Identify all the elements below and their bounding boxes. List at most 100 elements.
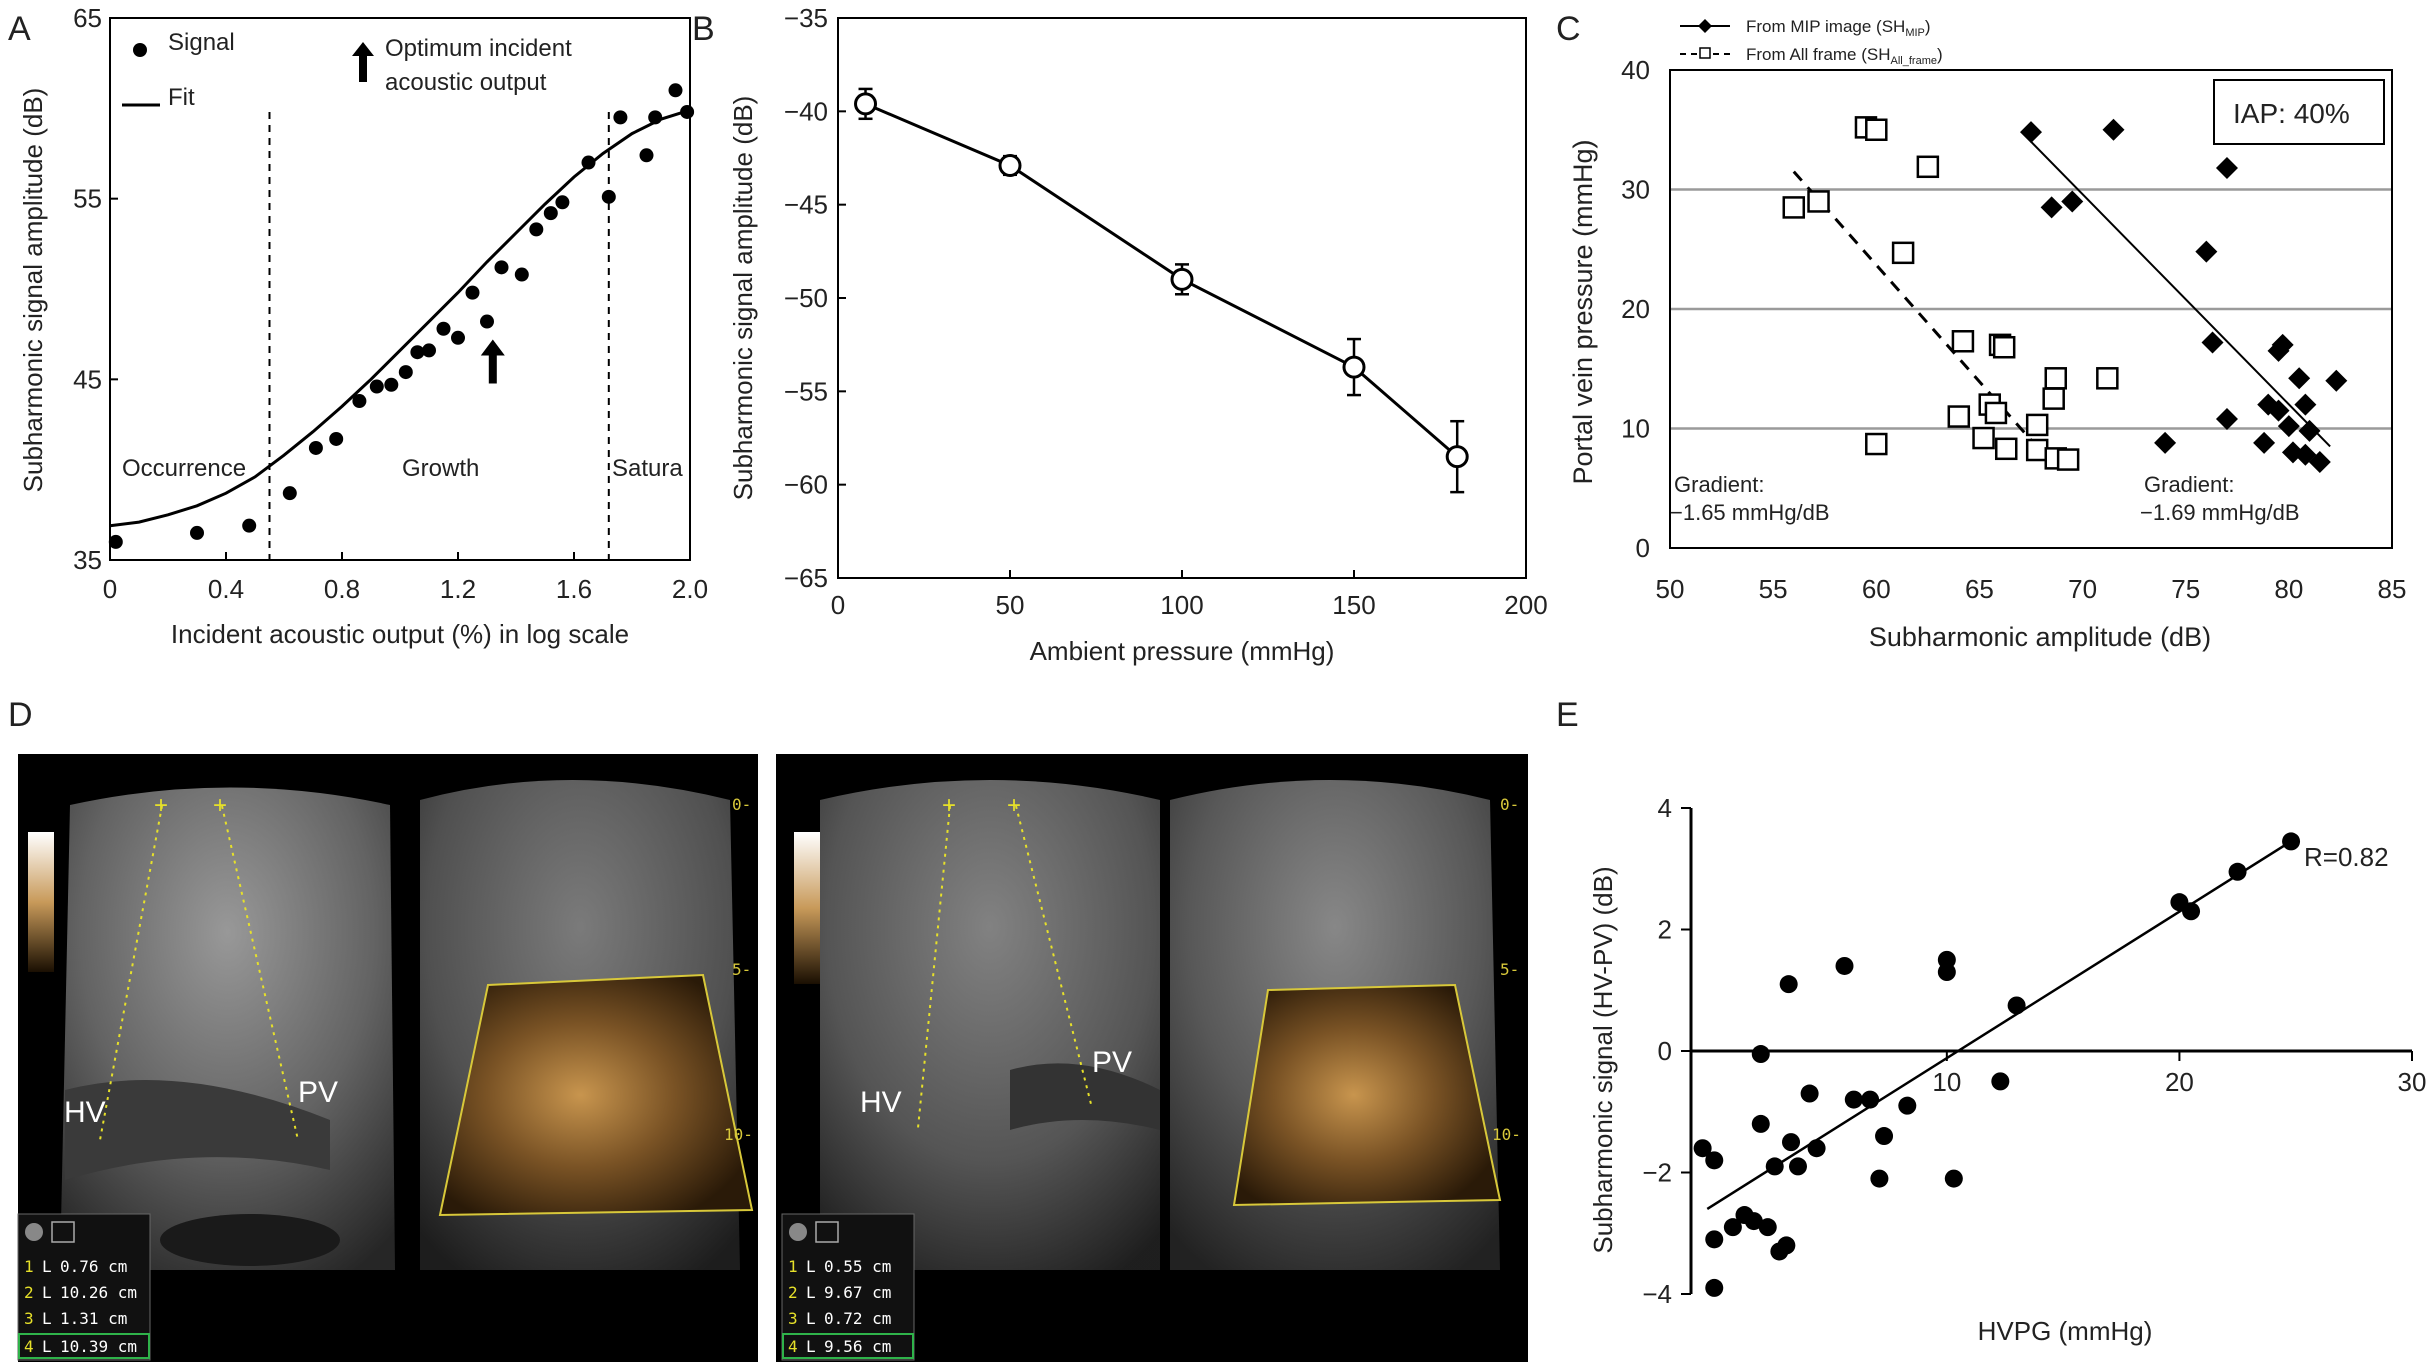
data-point bbox=[543, 206, 558, 221]
y-tick-label: 20 bbox=[1621, 294, 1650, 324]
data-point bbox=[1800, 1084, 1819, 1103]
data-point bbox=[581, 155, 596, 170]
scanner-icon bbox=[815, 1221, 839, 1243]
diamond-point bbox=[2102, 118, 2125, 141]
square-point bbox=[1951, 330, 1975, 353]
svg-text:9.56 cm: 9.56 cm bbox=[824, 1337, 891, 1356]
plot-frame bbox=[1669, 69, 2393, 549]
panel-label: A bbox=[8, 10, 31, 48]
square-point bbox=[1972, 426, 1995, 450]
square-point bbox=[1916, 155, 1940, 179]
pv-label: PV bbox=[1092, 1046, 1132, 1079]
y-tick-label: −35 bbox=[784, 3, 828, 33]
x-tick-label: 1.2 bbox=[440, 574, 476, 604]
optimum-label-line1: Optimum incident bbox=[385, 35, 572, 62]
data-point bbox=[1898, 1096, 1917, 1115]
svg-text:1: 1 bbox=[788, 1257, 798, 1276]
x-axis-title: Subharmonic amplitude (dB) bbox=[1869, 622, 2211, 652]
data-point bbox=[352, 394, 367, 409]
plot-frame bbox=[109, 17, 691, 561]
svg-text:+: + bbox=[154, 792, 168, 819]
square-point bbox=[2096, 367, 2119, 390]
data-point bbox=[1835, 956, 1854, 975]
svg-text:3: 3 bbox=[24, 1309, 34, 1328]
panel-d: D + + HV PV 0- 5- 10- 1 bbox=[8, 696, 1528, 1362]
optimum-arrow-icon bbox=[352, 42, 374, 82]
y-tick-label: −55 bbox=[784, 376, 828, 406]
colorbar bbox=[794, 832, 820, 984]
gradient-right-title: Gradient: bbox=[2144, 472, 2235, 497]
legend-square-icon bbox=[1699, 47, 1711, 59]
data-point bbox=[1705, 1230, 1724, 1249]
data-point bbox=[1170, 267, 1194, 291]
data-points bbox=[1782, 116, 2348, 473]
y-tick-label: −2 bbox=[1642, 1158, 1672, 1188]
legend-dot-icon bbox=[133, 43, 147, 57]
diamond-point bbox=[2308, 450, 2331, 473]
data-point bbox=[242, 518, 257, 533]
square-point bbox=[2025, 438, 2049, 462]
diamond-point bbox=[2195, 240, 2218, 263]
data-point bbox=[1751, 1045, 1770, 1064]
data-point bbox=[1751, 1114, 1770, 1133]
svg-text:4: 4 bbox=[788, 1337, 798, 1356]
x-tick-label: 0 bbox=[831, 590, 845, 620]
x-tick-label: 150 bbox=[1332, 590, 1375, 620]
y-tick-label: −50 bbox=[784, 283, 828, 313]
data-point bbox=[1875, 1127, 1894, 1146]
record-icon bbox=[789, 1223, 807, 1241]
legend-signal-label: Signal bbox=[168, 29, 235, 56]
fit-line-allframe bbox=[1792, 170, 2059, 472]
panel-c: C 50 55 60 65 70 75 80 85 0 10 20 30 40 From MIP ima… bbox=[1556, 10, 2406, 652]
x-tick-label: 100 bbox=[1160, 590, 1203, 620]
diamond-point bbox=[2294, 393, 2317, 416]
depth-label-10: 10- bbox=[1492, 1125, 1521, 1144]
hv-label: HV bbox=[64, 1096, 106, 1129]
fit-line bbox=[1706, 837, 2297, 1211]
data-point bbox=[555, 195, 570, 210]
diamond-point bbox=[2215, 156, 2238, 179]
diamond-point bbox=[2271, 333, 2294, 356]
depth-label-0: 0- bbox=[732, 795, 751, 814]
record-icon bbox=[25, 1223, 43, 1241]
svg-text:3: 3 bbox=[788, 1309, 798, 1328]
diamond-point bbox=[2253, 431, 2276, 454]
data-point bbox=[1705, 1151, 1724, 1170]
data-point bbox=[436, 321, 451, 336]
svg-text:0.72 cm: 0.72 cm bbox=[824, 1309, 891, 1328]
svg-text:1.31 cm: 1.31 cm bbox=[60, 1309, 127, 1328]
data-point bbox=[1991, 1072, 2010, 1091]
x-tick-label: 10 bbox=[1932, 1067, 1961, 1097]
data-point bbox=[2182, 902, 2201, 921]
square-point bbox=[1947, 405, 1971, 428]
diamond-point bbox=[2040, 196, 2063, 219]
x-tick-label: 0.8 bbox=[324, 574, 360, 604]
y-tick-label: −65 bbox=[784, 563, 828, 593]
y-tick-label: −4 bbox=[1642, 1279, 1672, 1309]
measurement-row: 1 L 0.76 cm bbox=[24, 1257, 127, 1276]
x-tick-label: 70 bbox=[2068, 574, 2097, 604]
svg-text:4: 4 bbox=[24, 1337, 34, 1356]
data-point bbox=[422, 343, 436, 358]
y-tick-label: 30 bbox=[1621, 175, 1650, 205]
data-point bbox=[529, 222, 544, 237]
signal-points bbox=[108, 83, 695, 549]
data-point bbox=[1807, 1139, 1826, 1158]
data-point bbox=[1744, 1212, 1763, 1231]
grid-lines bbox=[1670, 188, 2392, 430]
y-tick-label: 65 bbox=[73, 3, 102, 33]
x-tick-label: 80 bbox=[2274, 574, 2303, 604]
diamond-point bbox=[2288, 367, 2311, 390]
square-point bbox=[2056, 448, 2080, 471]
square-point bbox=[1891, 241, 1915, 265]
y-tick-label: 55 bbox=[73, 184, 102, 214]
hv-label: HV bbox=[860, 1086, 902, 1119]
y-tick-label: 35 bbox=[73, 545, 102, 575]
x-tick-label: 75 bbox=[2171, 574, 2200, 604]
svg-text:L: L bbox=[42, 1283, 52, 1302]
y-tick-label: 45 bbox=[73, 364, 102, 394]
measurement-row: 4 L 9.56 cm bbox=[788, 1337, 891, 1356]
svg-text:2: 2 bbox=[788, 1283, 798, 1302]
diamond-point bbox=[2201, 331, 2224, 354]
